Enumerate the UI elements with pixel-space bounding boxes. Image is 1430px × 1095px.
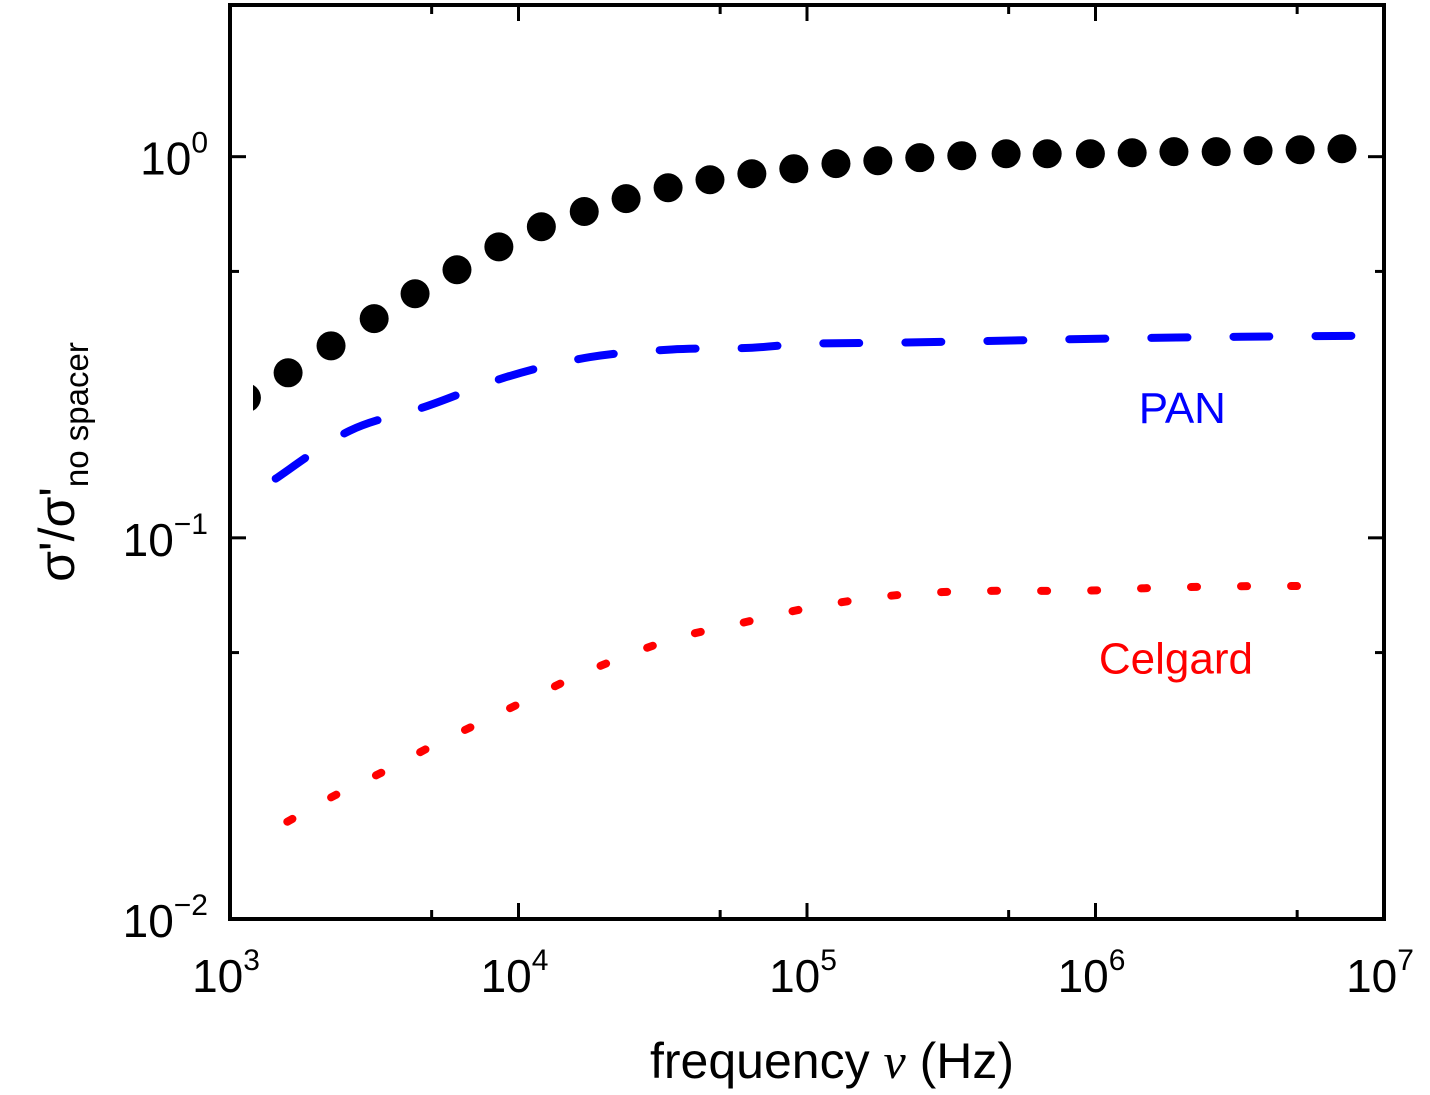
y-axis-title-subscript: no spacer — [58, 342, 95, 487]
data-point — [316, 331, 346, 361]
x-axis-title-unit: (Hz) — [906, 1033, 1014, 1089]
x-tick-label: 104 — [481, 944, 549, 1002]
data-point — [653, 173, 683, 203]
y-tick-label: 100 — [140, 127, 208, 185]
series-layer — [253, 134, 1365, 826]
x-tick-label-base: 10 — [1346, 950, 1397, 1002]
y-tick-label-exponent: 0 — [191, 127, 208, 160]
x-axis-title: frequency ν (Hz) — [650, 1033, 1014, 1089]
series-pan — [271, 331, 1365, 483]
data-point — [737, 159, 767, 189]
x-tick-label-base: 10 — [481, 950, 532, 1002]
y-tick-label-exponent: −1 — [174, 508, 208, 541]
data-point — [273, 358, 303, 388]
data-point — [526, 212, 556, 242]
x-tick-label-exponent: 6 — [1109, 944, 1126, 977]
data-point — [695, 165, 725, 195]
x-tick-label: 106 — [1058, 944, 1126, 1002]
data-point — [484, 232, 514, 262]
series-line — [271, 331, 1365, 483]
data-point — [991, 139, 1021, 169]
x-axis-title-symbol: ν — [883, 1033, 906, 1089]
data-point — [1285, 135, 1315, 165]
y-tick-label-exponent: −2 — [174, 889, 208, 922]
x-tick-label-base: 10 — [1058, 950, 1109, 1002]
x-axis-title-main: frequency — [650, 1033, 883, 1089]
data-point — [253, 384, 261, 411]
data-point — [442, 255, 472, 285]
x-tick-label-exponent: 4 — [532, 944, 549, 977]
x-tick-label: 103 — [192, 944, 260, 1002]
x-tick-label-exponent: 7 — [1397, 944, 1414, 977]
data-point — [1159, 137, 1189, 167]
data-point — [1243, 136, 1273, 166]
y-tick-label: 10−1 — [123, 508, 208, 566]
x-tick-label-exponent: 3 — [243, 944, 260, 977]
data-point — [905, 143, 935, 173]
x-tick-label: 107 — [1346, 944, 1414, 1002]
y-tick-label-base: 10 — [123, 514, 174, 566]
data-point — [779, 154, 809, 184]
x-tick-label-base: 10 — [769, 950, 820, 1002]
data-point — [947, 141, 977, 171]
data-point — [1117, 138, 1147, 168]
x-tick-label: 105 — [769, 944, 837, 1002]
data-point — [400, 279, 430, 309]
y-axis-title: σ'/σ'no spacer — [29, 342, 95, 582]
x-tick-label-exponent: 5 — [820, 944, 837, 977]
annotation-pan: PAN — [1139, 384, 1226, 433]
ticks-layer — [228, 5, 1386, 921]
data-point — [611, 184, 641, 214]
series-line — [283, 582, 1335, 826]
data-point — [359, 304, 389, 334]
annotation-celgard: Celgard — [1099, 635, 1253, 684]
y-tick-label: 10−2 — [123, 889, 208, 947]
data-point — [863, 146, 893, 176]
data-point — [1075, 139, 1105, 169]
y-axis-title-main: σ'/σ' — [29, 487, 85, 582]
series-no-spacer-measured — [253, 134, 1357, 411]
series-celgard — [283, 582, 1335, 826]
data-point — [569, 197, 599, 227]
data-point — [1327, 134, 1357, 164]
data-point — [821, 149, 851, 179]
y-tick-label-base: 10 — [140, 133, 191, 185]
data-point — [1201, 137, 1231, 167]
x-tick-label-base: 10 — [192, 950, 243, 1002]
annotations-layer: PAN Celgard — [1099, 384, 1253, 684]
y-tick-label-base: 10 — [123, 895, 174, 947]
data-point — [1032, 139, 1062, 169]
